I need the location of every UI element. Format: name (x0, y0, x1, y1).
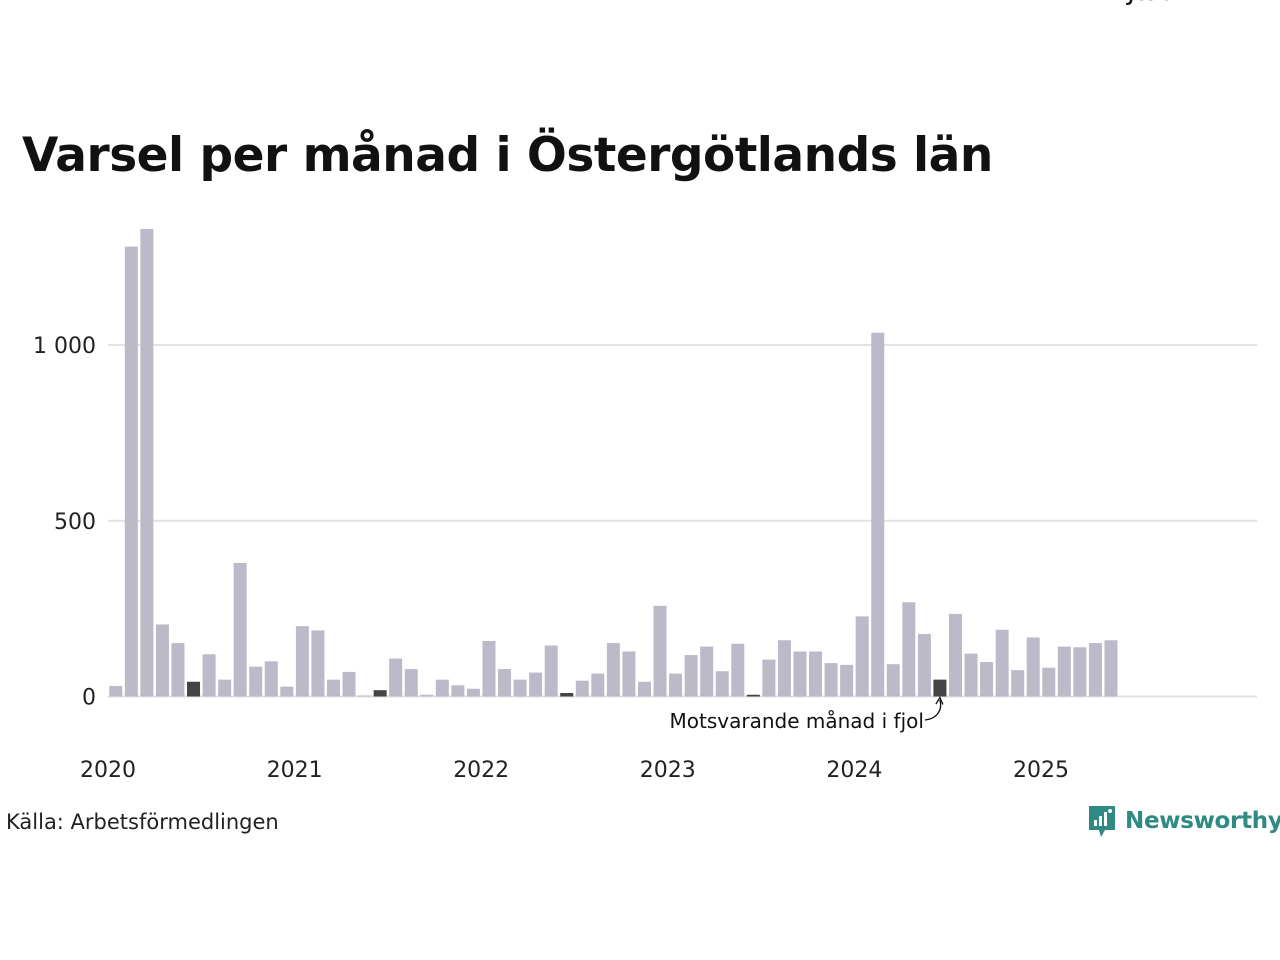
annotation-current-month: Juni (1126, 0, 1174, 6)
bar (1088, 643, 1102, 697)
bar (466, 688, 480, 697)
bar (404, 669, 418, 697)
bar (326, 679, 340, 697)
y-tick-label: 500 (54, 510, 96, 535)
bar (218, 679, 232, 697)
bar (109, 685, 123, 697)
newsworthy-logo-icon (1089, 806, 1115, 837)
bar (171, 643, 185, 697)
bar (917, 633, 931, 697)
bar (886, 664, 900, 697)
bar (280, 686, 294, 697)
bar (295, 626, 309, 697)
bar (1104, 640, 1118, 697)
x-tick-label: 2025 (1013, 758, 1069, 783)
bar (498, 669, 512, 697)
bar (700, 646, 714, 697)
bar-chart: 0 500 1 000 2020 2021 2022 2023 2024 2025 Juni1… (33, 0, 1257, 783)
bar (653, 605, 667, 697)
y-tick-label: 0 (82, 686, 96, 711)
bar (669, 673, 683, 697)
bar (124, 246, 138, 697)
bar (871, 332, 885, 697)
bars (109, 229, 1118, 697)
bar (575, 680, 589, 697)
annotation-current-value: 160 (1127, 0, 1175, 6)
x-tick-label: 2022 (453, 758, 509, 783)
bar (1011, 670, 1025, 697)
y-tick-label: 1 000 (33, 334, 96, 359)
y-axis-ticks: 0 500 1 000 (33, 334, 96, 711)
brand-logo: Newsworthy (1087, 804, 1280, 838)
bar (995, 629, 1009, 697)
bar (591, 673, 605, 697)
bar (793, 651, 807, 697)
bar (731, 643, 745, 697)
bar (762, 659, 776, 697)
annotation-arrow (924, 699, 942, 721)
bar (155, 624, 169, 697)
bar (809, 651, 823, 697)
bar (964, 653, 978, 697)
bar (482, 640, 496, 697)
bar-same-month (560, 692, 574, 697)
gridlines (108, 344, 1257, 698)
bar (311, 630, 325, 697)
bar-same-month (187, 681, 201, 697)
bar (1042, 667, 1056, 697)
bar (948, 613, 962, 697)
bar (233, 562, 247, 697)
bar (902, 602, 916, 697)
source-note: Källa: Arbetsförmedlingen (6, 810, 279, 834)
bar (1057, 646, 1071, 697)
bar (544, 645, 558, 697)
bar (980, 662, 994, 697)
bar-same-month (933, 679, 947, 697)
annotation-arrowhead (935, 696, 944, 705)
bar (435, 679, 449, 697)
annotations: Juni160 Motsvarande månad i fjol (670, 0, 1175, 733)
bar (637, 681, 651, 697)
bar (202, 654, 216, 697)
bar (840, 664, 854, 697)
bar (420, 694, 434, 697)
bar (264, 661, 278, 697)
bar (529, 672, 543, 697)
bar-same-month (373, 690, 387, 697)
bar-same-month (746, 694, 760, 697)
bar (684, 655, 698, 697)
bar (855, 616, 869, 697)
x-tick-label: 2020 (80, 758, 136, 783)
bar (513, 679, 527, 697)
chart-title: Varsel per månad i Östergötlands län (22, 128, 993, 183)
bar (1026, 637, 1040, 697)
bar (389, 658, 403, 697)
x-tick-label: 2024 (826, 758, 882, 783)
x-axis-ticks: 2020 2021 2022 2023 2024 2025 (80, 758, 1069, 783)
bar (622, 651, 636, 697)
bar (777, 640, 791, 697)
bar (715, 671, 729, 697)
bar (451, 685, 465, 697)
x-tick-label: 2021 (267, 758, 323, 783)
bar (358, 695, 372, 697)
bar (606, 643, 620, 697)
annotation-same-month: Motsvarande månad i fjol (670, 709, 924, 733)
bar (342, 671, 356, 697)
brand-name: Newsworthy (1125, 808, 1280, 834)
bar (1073, 647, 1087, 697)
bar (140, 229, 154, 697)
bar (824, 663, 838, 697)
x-tick-label: 2023 (640, 758, 696, 783)
bar (249, 666, 263, 697)
